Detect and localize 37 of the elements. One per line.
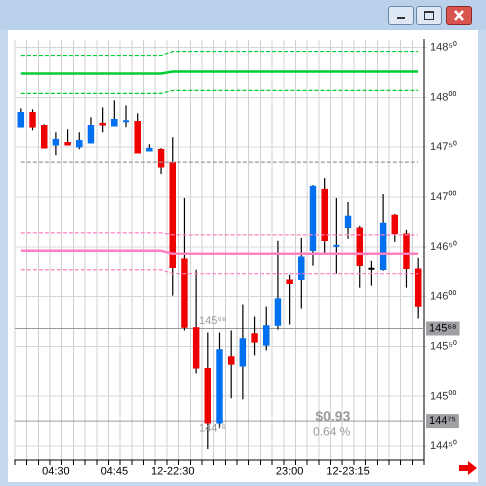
candlestick [40, 124, 48, 149]
candlestick [344, 201, 352, 240]
x-tick-label: 04:45 [100, 466, 128, 478]
y-tick-label: 148⁵⁰ [430, 40, 457, 54]
x-tick-label: 12-23:15 [326, 466, 370, 478]
candlestick [158, 148, 164, 175]
candlestick [18, 108, 24, 128]
candlestick [298, 237, 305, 310]
candlestick [391, 213, 398, 242]
y-tick-label: 148⁰⁰ [430, 90, 456, 104]
ref-line-label: 145⁶⁸ [429, 322, 457, 335]
candlestick [332, 197, 340, 274]
candlestick [367, 260, 376, 286]
y-tick-label: 146⁵⁰ [430, 240, 457, 253]
x-tick-label: 12-22:30 [151, 466, 194, 478]
x-tick-label: 23:00 [276, 466, 304, 478]
candlestick [76, 132, 83, 150]
candlestick [88, 116, 94, 144]
ref-line-label: 144⁷⁵ [429, 415, 456, 428]
y-tick-label: 147⁰⁰ [430, 190, 456, 204]
x-tick-label: 04:30 [42, 466, 70, 478]
annotation: 145⁶⁸ [199, 315, 227, 328]
candlestick [251, 316, 258, 356]
y-tick-label: 144⁵⁰ [430, 439, 457, 452]
candlestick [122, 104, 130, 128]
candlestick [29, 108, 36, 131]
annotation: $0.93 [315, 408, 351, 424]
candlestick [52, 132, 60, 156]
candlestick [262, 306, 270, 352]
y-tick-label: 146⁰⁰ [430, 290, 456, 303]
y-tick-label: 145⁵⁰ [430, 339, 457, 352]
candlestick [111, 100, 118, 127]
candlestick [228, 330, 235, 399]
y-tick-label: 145⁰⁰ [430, 389, 456, 402]
candlestick [286, 274, 293, 326]
y-tick-label: 147⁵⁰ [430, 140, 457, 154]
annotation: 0.64 % [313, 424, 351, 438]
